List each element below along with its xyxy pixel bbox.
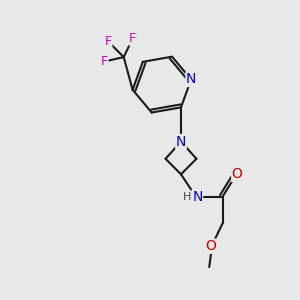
Text: F: F (129, 32, 136, 45)
Text: H: H (183, 192, 192, 202)
Text: F: F (105, 35, 112, 48)
Text: N: N (176, 135, 186, 148)
Text: O: O (232, 167, 243, 181)
Text: N: N (192, 190, 203, 204)
Text: F: F (101, 55, 108, 68)
Text: O: O (205, 239, 216, 253)
Text: N: N (186, 72, 196, 86)
